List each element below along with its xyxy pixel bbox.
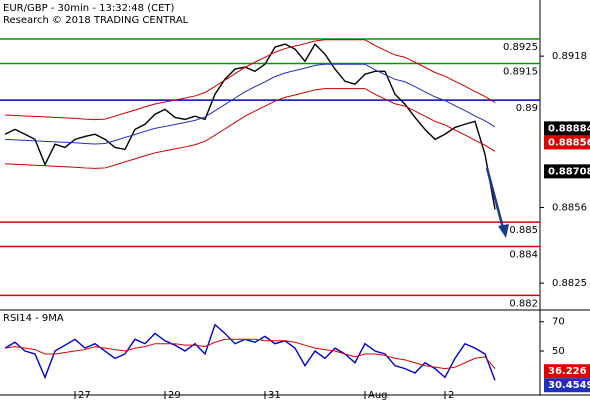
value-box-label: 36.226 [548, 366, 587, 377]
rsi-title: RSI14 - 9MA [3, 313, 64, 324]
y-tick-label: 70 [552, 317, 565, 328]
value-box [544, 164, 590, 179]
series-line [4, 39, 496, 121]
x-tick-label: 31 [268, 390, 281, 400]
y-tick-label: 0.8825 [552, 278, 587, 289]
x-tick-label: 29 [168, 390, 181, 400]
level-label: 0.8925 [503, 42, 538, 53]
value-box [544, 378, 590, 393]
x-tick-label: Aug [368, 390, 388, 400]
forecast-arrow [485, 167, 509, 238]
value-box-label: 0.88856 [548, 137, 590, 148]
value-box-label: 0.88708 [548, 166, 590, 177]
x-tick-label: 27 [78, 390, 91, 400]
chart-title: EUR/GBP - 30min - 13:32:48 (CET) [3, 3, 175, 14]
value-box-label: 30.4549 [548, 380, 590, 391]
series-line [4, 338, 496, 370]
level-label: 0.885 [509, 225, 538, 236]
value-box [544, 135, 590, 150]
level-label: 0.89 [516, 103, 538, 114]
x-tick-label: 2 [448, 390, 454, 400]
value-box-label: 0.88884 [548, 123, 590, 134]
series-line [4, 323, 496, 381]
level-label: 0.884 [509, 250, 538, 261]
y-tick-label: 50 [552, 346, 565, 357]
series-line [4, 88, 496, 169]
level-label: 0.8915 [503, 66, 538, 77]
chart-subtitle: Research © 2018 TRADING CENTRAL [3, 15, 189, 26]
value-box [544, 364, 590, 379]
y-tick-label: 0.8856 [552, 202, 587, 213]
y-tick-label: 0.8918 [552, 51, 587, 62]
value-box [544, 121, 590, 136]
level-label: 0.882 [509, 298, 538, 309]
series-line [4, 43, 496, 210]
series-line [4, 63, 496, 145]
